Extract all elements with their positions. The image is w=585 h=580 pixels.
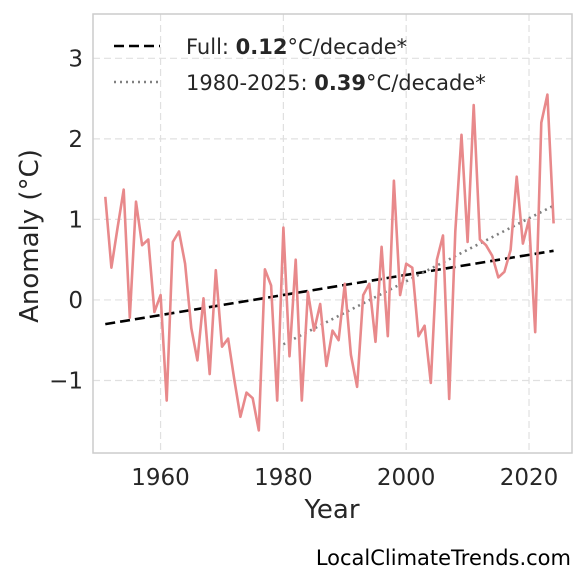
y-axis-ticks: −1 0 1 2 3 (49, 46, 83, 394)
x-tick-label: 2000 (377, 465, 436, 491)
legend: Full: 0.12°C/decade* 1980-2025: 0.39°C/d… (114, 35, 486, 95)
legend-label-full-prefix: Full: (186, 35, 236, 59)
legend-label-recent-trend: 1980-2025: 0.39°C/decade* (186, 71, 486, 95)
legend-label-full-value: 0.12 (236, 35, 288, 59)
plot-frame (92, 13, 573, 454)
recent-trend-line (282, 204, 555, 346)
x-tick-label: 1960 (131, 465, 190, 491)
legend-label-recent-suffix: °C/decade* (366, 71, 486, 95)
legend-label-full-trend: Full: 0.12°C/decade* (186, 35, 407, 59)
watermark: LocalClimateTrends.com (315, 546, 571, 570)
y-axis-label: Anomaly (°C) (15, 149, 45, 323)
full-trend-line (105, 249, 554, 326)
series-lines (104, 93, 555, 432)
legend-label-recent-value: 0.39 (314, 71, 366, 95)
grid (93, 14, 572, 453)
legend-label-recent-prefix: 1980-2025: (186, 71, 314, 95)
x-axis-label: Year (303, 495, 359, 525)
x-tick-label: 1980 (254, 465, 313, 491)
y-tick-label: −1 (49, 369, 83, 395)
y-tick-label: 2 (68, 127, 83, 153)
y-tick-label: 1 (68, 207, 83, 233)
y-tick-label: 0 (68, 288, 83, 314)
x-axis-ticks: 1960 1980 2000 2020 (131, 465, 558, 491)
trend-lines (105, 204, 555, 346)
y-tick-label: 3 (68, 46, 83, 72)
x-tick-label: 2020 (500, 465, 559, 491)
anomaly-series-line (104, 93, 555, 432)
legend-label-full-suffix: °C/decade* (288, 35, 408, 59)
